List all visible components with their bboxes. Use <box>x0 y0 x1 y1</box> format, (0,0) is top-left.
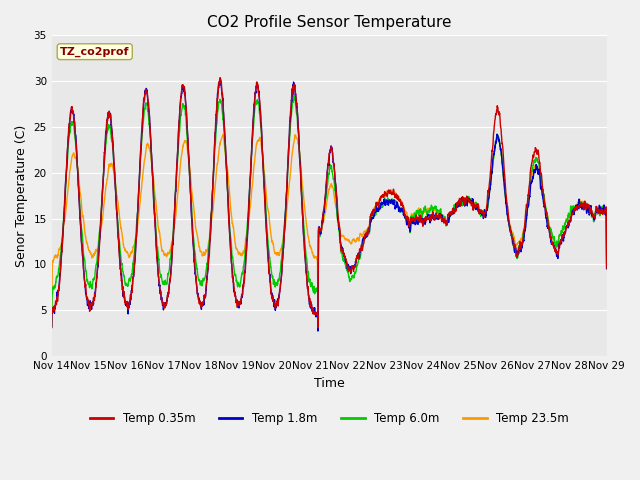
Temp 23.5m <box>144 142 152 147</box>
Temp 0.35m <box>592 204 600 210</box>
Temp 23.5m <box>219 132 227 137</box>
Temp 0.35m <box>261 194 269 200</box>
Temp 1.8m <box>314 328 322 334</box>
Legend: Temp 0.35m, Temp 1.8m, Temp 6.0m, Temp 23.5m: Temp 0.35m, Temp 1.8m, Temp 6.0m, Temp 2… <box>85 407 573 430</box>
Title: CO2 Profile Sensor Temperature: CO2 Profile Sensor Temperature <box>207 15 451 30</box>
Temp 1.8m <box>592 208 600 214</box>
Temp 0.35m <box>532 148 540 154</box>
Temp 6.0m <box>592 204 600 210</box>
X-axis label: Time: Time <box>314 376 344 390</box>
Temp 6.0m <box>144 108 152 114</box>
Text: TZ_co2prof: TZ_co2prof <box>60 47 129 57</box>
Temp 0.35m <box>216 75 224 81</box>
Temp 6.0m <box>532 156 540 161</box>
Temp 1.8m <box>261 191 269 197</box>
Temp 1.8m <box>532 163 540 168</box>
Temp 23.5m <box>48 305 56 311</box>
Temp 23.5m <box>111 178 119 184</box>
Temp 1.8m <box>285 145 292 151</box>
Temp 23.5m <box>592 210 600 216</box>
Temp 23.5m <box>261 172 269 178</box>
Temp 1.8m <box>216 75 224 81</box>
Temp 6.0m <box>285 154 292 160</box>
Line: Temp 0.35m: Temp 0.35m <box>52 78 607 328</box>
Temp 6.0m <box>603 265 611 271</box>
Temp 23.5m <box>285 187 292 192</box>
Temp 1.8m <box>48 325 56 331</box>
Temp 1.8m <box>111 176 119 182</box>
Temp 0.35m <box>603 265 611 271</box>
Temp 1.8m <box>603 266 611 272</box>
Line: Temp 6.0m: Temp 6.0m <box>52 96 607 326</box>
Temp 6.0m <box>290 93 298 98</box>
Temp 0.35m <box>314 325 322 331</box>
Temp 23.5m <box>532 163 540 169</box>
Temp 0.35m <box>111 177 119 182</box>
Temp 6.0m <box>111 175 119 181</box>
Temp 6.0m <box>260 182 268 188</box>
Temp 0.35m <box>144 101 152 107</box>
Temp 1.8m <box>144 97 152 103</box>
Temp 6.0m <box>48 324 56 329</box>
Line: Temp 23.5m: Temp 23.5m <box>52 134 607 308</box>
Y-axis label: Senor Temperature (C): Senor Temperature (C) <box>15 125 28 267</box>
Temp 0.35m <box>48 324 56 330</box>
Line: Temp 1.8m: Temp 1.8m <box>52 78 607 331</box>
Temp 23.5m <box>603 262 611 268</box>
Temp 0.35m <box>285 144 292 150</box>
